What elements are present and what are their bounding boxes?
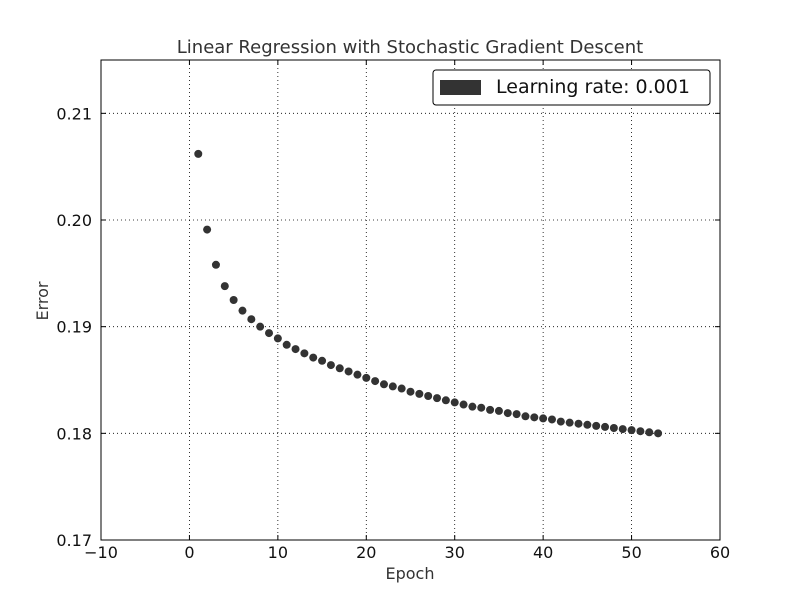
y-tick-label: 0.18 <box>56 424 92 443</box>
scatter-points <box>194 149 663 438</box>
x-tick-labels: −10 0 10 20 30 40 50 60 <box>84 543 730 562</box>
data-point <box>371 377 380 386</box>
data-point <box>256 322 265 331</box>
data-point <box>530 413 539 422</box>
x-tick-label: 0 <box>184 543 194 562</box>
data-point <box>415 389 424 398</box>
x-tick-label: 10 <box>268 543 288 562</box>
data-point <box>203 225 212 234</box>
data-point <box>379 380 388 389</box>
data-point <box>273 334 282 343</box>
data-point <box>539 414 548 423</box>
data-point <box>433 394 442 403</box>
data-point <box>424 392 433 400</box>
data-point <box>592 421 601 430</box>
data-point <box>353 370 362 379</box>
data-point <box>344 367 353 376</box>
x-tick-label: 50 <box>621 543 641 562</box>
data-point <box>211 260 220 269</box>
data-point <box>194 149 203 158</box>
y-tick-labels: 0.17 0.18 0.19 0.20 0.21 <box>56 104 92 550</box>
chart-title: Linear Regression with Stochastic Gradie… <box>177 37 643 58</box>
data-point <box>291 345 300 354</box>
data-point <box>450 398 459 407</box>
data-point <box>583 420 592 429</box>
data-point <box>547 415 556 424</box>
data-point <box>229 296 238 304</box>
data-point <box>521 412 530 421</box>
x-tick-label: 30 <box>445 543 465 562</box>
data-point <box>601 422 610 431</box>
data-point <box>486 405 495 414</box>
plot-frame <box>100 59 721 541</box>
data-point <box>388 382 397 391</box>
legend: Learning rate: 0.001 <box>432 69 711 106</box>
y-tick-label: 0.19 <box>56 318 92 337</box>
data-point <box>238 306 247 315</box>
x-tick-label: −10 <box>84 543 118 562</box>
data-point <box>300 349 309 358</box>
data-point <box>220 282 229 291</box>
data-point <box>282 340 291 349</box>
data-point <box>609 424 618 432</box>
data-point <box>556 417 565 426</box>
legend-swatch <box>440 80 481 95</box>
data-point <box>362 373 371 382</box>
data-point <box>565 418 574 427</box>
data-point <box>654 429 663 438</box>
data-point <box>645 428 654 437</box>
data-point <box>574 419 583 428</box>
x-tick-label: 20 <box>356 543 376 562</box>
data-point <box>397 384 406 393</box>
grid-lines <box>100 60 721 541</box>
y-tick-label: 0.20 <box>56 211 92 230</box>
data-point <box>468 402 477 411</box>
legend-label: Learning rate: 0.001 <box>496 76 690 98</box>
data-point <box>326 361 335 370</box>
data-point <box>627 426 636 435</box>
data-point <box>618 425 627 434</box>
data-point <box>503 409 512 418</box>
data-point <box>406 387 415 396</box>
data-point <box>477 403 486 412</box>
data-point <box>247 315 256 324</box>
y-tick-label: 0.21 <box>56 104 92 123</box>
x-tick-label: 40 <box>533 543 553 562</box>
y-axis-label: Error <box>33 281 52 320</box>
data-point <box>265 329 274 338</box>
data-point <box>309 353 318 362</box>
data-point <box>318 356 327 365</box>
data-point <box>335 364 344 373</box>
y-tick-label: 0.17 <box>56 531 92 550</box>
data-point <box>459 400 468 409</box>
axis-ticks <box>100 60 721 541</box>
x-tick-label: 60 <box>710 543 730 562</box>
data-point <box>441 396 450 405</box>
data-point <box>494 406 503 415</box>
legend-frame <box>432 69 711 106</box>
data-point <box>636 427 645 436</box>
data-point <box>512 410 521 419</box>
x-axis-label: Epoch <box>386 564 435 583</box>
